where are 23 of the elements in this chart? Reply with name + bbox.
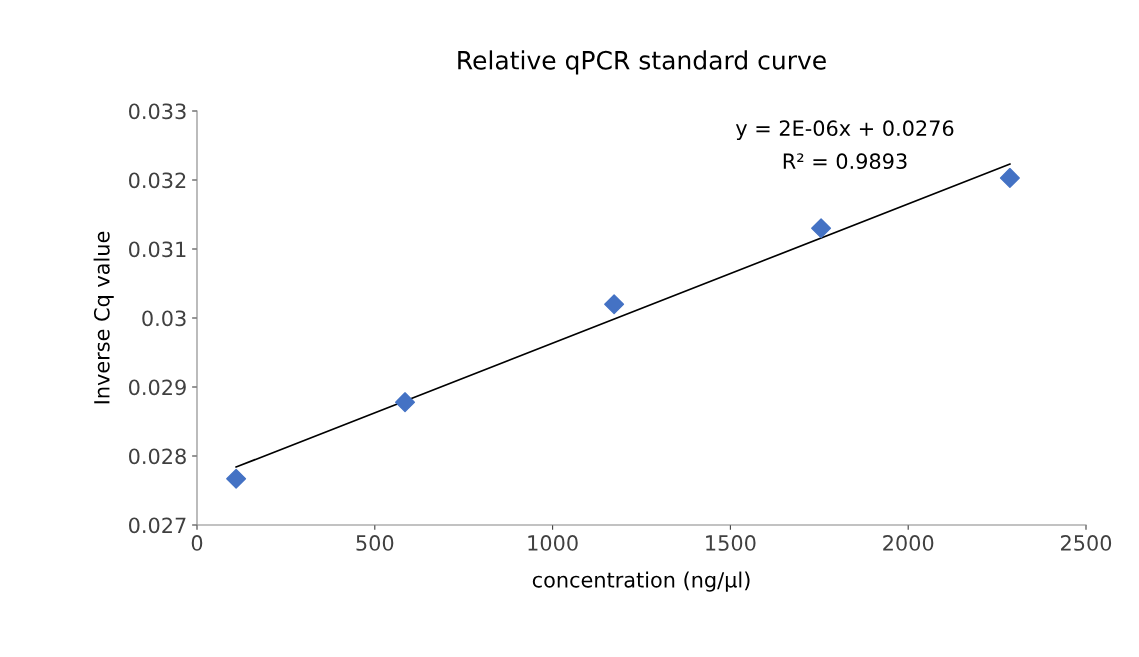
x-tick-label: 500: [356, 535, 394, 551]
y-tick-label: 0.031: [129, 241, 186, 258]
point: [811, 218, 832, 239]
y-tick-label: 0.03: [142, 310, 186, 327]
point: [226, 468, 247, 489]
y-tick-label: 0.032: [129, 172, 186, 189]
y-tick-label: 0.027: [129, 517, 186, 534]
annotation: y = 2E-06x + 0.0276: [735, 120, 954, 141]
x-tick-label: 0: [191, 535, 203, 551]
y-tick-label: 0.028: [129, 448, 186, 465]
y-tick-label: 0.033: [129, 103, 186, 120]
x-tick-label: 2500: [1061, 535, 1112, 551]
x-tick-label: 1000: [528, 535, 578, 551]
point: [395, 392, 416, 413]
point: [999, 167, 1020, 188]
annotation: R² = 0.9893: [783, 153, 907, 170]
x-tick-label: 1500: [706, 535, 756, 551]
y-axis-title: Inverse Cq value: [93, 231, 114, 404]
x-tick-label: 2000: [883, 535, 934, 551]
x-axis-title: concentration (ng/µl): [532, 571, 750, 592]
y-tick-label: 0.029: [129, 379, 186, 396]
chart-title: Relative qPCR standard curve: [458, 50, 826, 75]
point: [604, 294, 625, 315]
